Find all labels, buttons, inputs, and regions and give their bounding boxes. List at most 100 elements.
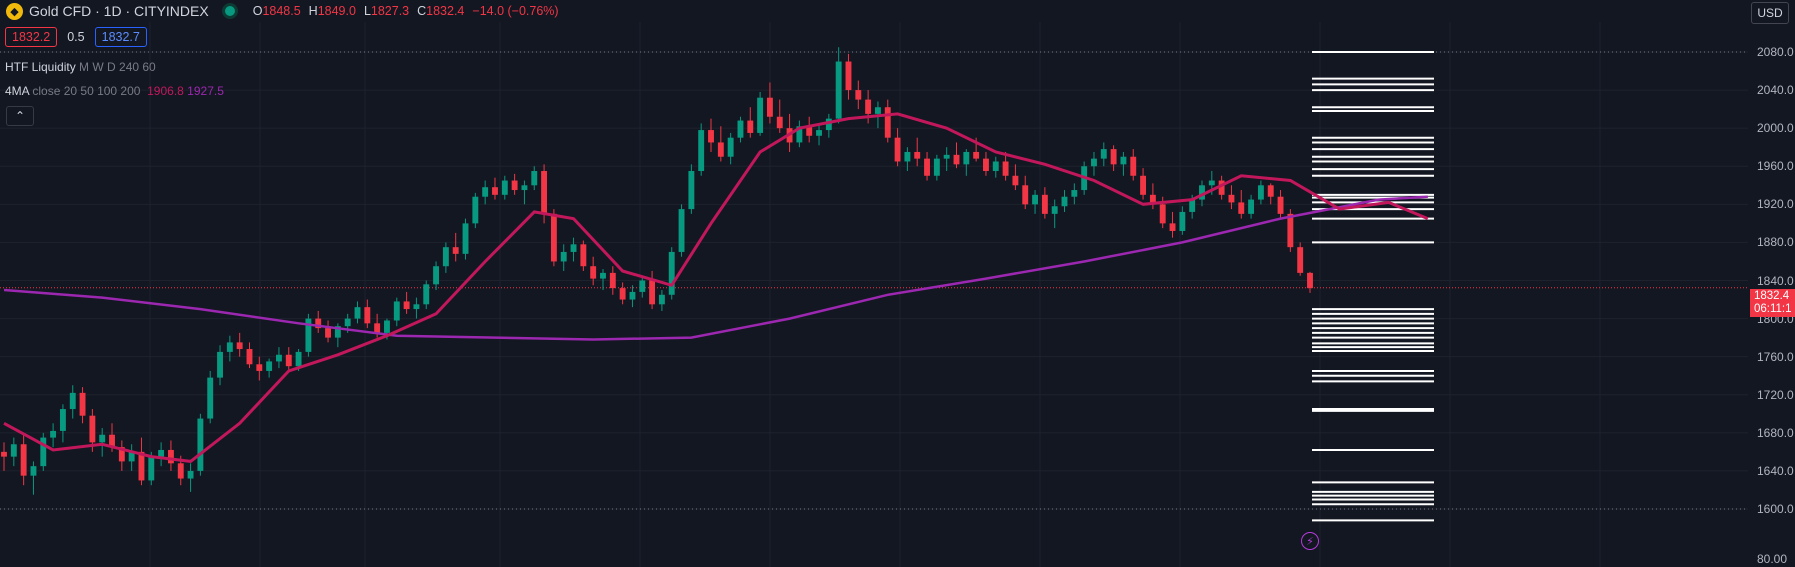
- candle-body: [531, 171, 538, 186]
- low-label: L: [363, 4, 371, 18]
- candle-body: [315, 318, 322, 329]
- candle-body: [462, 223, 469, 254]
- candle-body: [1149, 194, 1156, 205]
- last-price-value: 1832.4: [1754, 290, 1790, 302]
- candle-body: [1267, 185, 1274, 197]
- candle-body: [757, 97, 764, 133]
- candle-body: [118, 447, 125, 462]
- candle-body: [825, 118, 832, 131]
- candle-body: [1, 451, 7, 457]
- candle-body: [1208, 180, 1215, 186]
- candle-body: [580, 244, 587, 267]
- candle-body: [963, 151, 970, 165]
- candle-body: [884, 107, 891, 138]
- candle-body: [688, 171, 695, 210]
- candle-body: [1287, 213, 1294, 248]
- candle-body: [1199, 185, 1205, 200]
- candlestick-series: [1, 47, 1313, 495]
- lightning-icon[interactable]: ⚡: [1301, 532, 1319, 550]
- candle-body: [619, 288, 626, 300]
- last-price-tag: 1832.4 06:11:1: [1750, 289, 1795, 317]
- candle-body: [158, 449, 165, 457]
- open-value: 1848.5: [262, 4, 301, 18]
- symbol-header: ◆ Gold CFD · 1D · CITYINDEX O1848.5 H184…: [0, 0, 559, 22]
- candle-body: [943, 154, 950, 159]
- candle-body: [521, 185, 528, 191]
- candle-body: [423, 284, 430, 305]
- candle-body: [1218, 180, 1225, 195]
- price-axis-tick: 1880.0: [1757, 235, 1794, 250]
- candle-body: [482, 187, 489, 197]
- candle-body: [933, 158, 940, 176]
- candle-body: [1110, 149, 1117, 165]
- candle-body: [364, 307, 371, 324]
- candle-body: [1228, 194, 1235, 203]
- candle-body: [226, 342, 233, 352]
- symbol-title[interactable]: Gold CFD · 1D · CITYINDEX: [29, 3, 209, 19]
- candle-body: [511, 180, 518, 191]
- candle-body: [894, 137, 901, 162]
- candle-body: [855, 90, 862, 100]
- ma-200-line: [3, 195, 1428, 341]
- candle-body: [1277, 196, 1284, 214]
- low-value: 1827.3: [370, 4, 410, 18]
- indicator-name: 4MA: [5, 84, 30, 98]
- open-label: O: [252, 4, 263, 18]
- candle-body: [79, 392, 86, 416]
- indicator-4ma[interactable]: 4MA close 20 50 100 200 1906.8 1927.5: [5, 84, 224, 98]
- candle-body: [492, 187, 498, 195]
- candle-body: [354, 307, 361, 319]
- sell-price-button[interactable]: 1832.2: [5, 27, 58, 47]
- candle-body: [806, 126, 813, 136]
- indicator-params: M W D 240 60: [79, 60, 156, 74]
- ma-50-line: [3, 112, 1429, 463]
- candle-body: [1257, 185, 1264, 200]
- candle-body: [266, 361, 273, 371]
- price-axis-tick: 1720.0: [1757, 387, 1794, 402]
- candle-body: [40, 437, 47, 467]
- candle-body: [187, 470, 194, 479]
- price-axis-tick: 2000.0: [1757, 121, 1794, 136]
- candle-body: [639, 280, 646, 292]
- indicator-htf-liquidity[interactable]: HTF Liquidity M W D 240 60: [5, 60, 156, 74]
- candle-body: [285, 354, 292, 367]
- candle-body: [472, 196, 479, 224]
- bottom-axis-label: 80.00: [1757, 552, 1788, 566]
- chevron-up-icon: ⌃: [14, 109, 26, 123]
- candle-body: [177, 463, 184, 479]
- candle-body: [874, 107, 881, 114]
- liquidity-levels: [1312, 51, 1434, 522]
- bar-countdown: 06:11:1: [1754, 303, 1792, 315]
- candle-body: [334, 326, 341, 338]
- buy-price-button[interactable]: 1832.7: [94, 27, 147, 47]
- candle-body: [1071, 190, 1078, 197]
- candle-body: [1140, 175, 1147, 195]
- candle-body: [835, 61, 842, 119]
- candle-body: [737, 120, 744, 138]
- candle-body: [30, 466, 37, 476]
- ma-value-1: 1906.8: [147, 84, 184, 98]
- candle-body: [600, 272, 606, 279]
- currency-button[interactable]: USD: [1751, 2, 1789, 24]
- high-value: 1849.0: [317, 4, 356, 18]
- indicator-name: HTF Liquidity: [5, 60, 76, 74]
- candle-body: [1159, 204, 1166, 224]
- high-label: H: [308, 4, 318, 18]
- candle-body: [89, 415, 96, 443]
- candle-body: [914, 151, 921, 159]
- candle-body: [717, 142, 724, 157]
- candle-body: [413, 304, 420, 310]
- candle-body: [1248, 199, 1255, 214]
- candle-body: [1041, 194, 1048, 214]
- candle-body: [570, 244, 577, 252]
- collapse-indicators-button[interactable]: ⌃: [6, 106, 34, 126]
- candle-body: [1297, 247, 1304, 273]
- candle-body: [953, 154, 960, 165]
- candle-body: [109, 434, 115, 448]
- candle-body: [698, 130, 705, 172]
- candle-body: [256, 364, 263, 371]
- ohlc-values: O1848.5 H1849.0 L1827.3 C1832.4 −14.0 (−…: [253, 4, 559, 18]
- candle-body: [1032, 194, 1038, 205]
- candle-body: [305, 318, 312, 352]
